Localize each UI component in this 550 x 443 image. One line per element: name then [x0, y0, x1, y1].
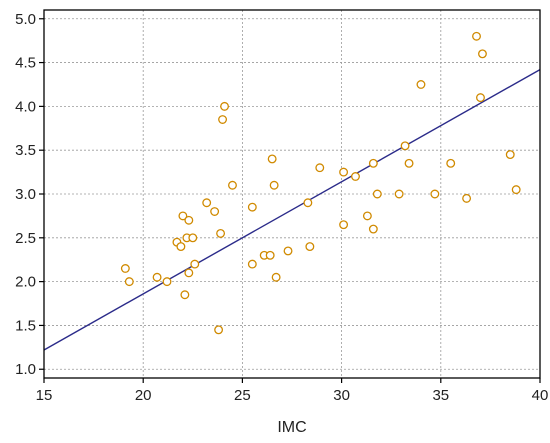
x-tick-label-1: 20 [135, 387, 152, 404]
data-point-2 [152, 272, 162, 282]
data-point-14 [210, 207, 220, 216]
data-point-16 [216, 228, 226, 238]
x-axis-title: IMC [277, 419, 306, 436]
y-tick-label-3: 2.5 [15, 230, 36, 247]
x-tick-label-5: 40 [532, 387, 549, 404]
data-point-24 [267, 154, 277, 164]
data-point-26 [271, 272, 281, 282]
y-tick-label-1: 1.5 [15, 317, 36, 334]
data-point-34 [362, 211, 372, 221]
data-point-33 [351, 172, 360, 181]
data-point-38 [394, 189, 404, 199]
data-point-37 [372, 189, 382, 199]
data-point-18 [220, 101, 229, 111]
data-point-31 [339, 167, 349, 177]
data-point-23 [265, 250, 275, 260]
data-point-3 [162, 277, 172, 287]
data-point-6 [178, 211, 188, 221]
data-point-30 [315, 163, 325, 173]
data-point-46 [476, 93, 485, 103]
data-point-1 [124, 277, 134, 287]
data-point-45 [472, 31, 481, 41]
y-tick-label-8: 5.0 [15, 11, 36, 28]
x-tick-label-3: 30 [333, 387, 350, 404]
y-tick-label-2: 2.0 [15, 274, 36, 291]
data-point-9 [184, 215, 194, 225]
data-point-10 [184, 268, 194, 278]
y-tick-label-4: 3.0 [15, 186, 36, 203]
data-point-11 [188, 233, 198, 243]
data-point-27 [283, 246, 293, 256]
data-point-0 [120, 264, 130, 273]
data-point-29 [305, 242, 315, 252]
regression-line [43, 68, 541, 351]
data-point-17 [218, 115, 228, 124]
data-point-49 [511, 185, 521, 195]
y-tick-label-0: 1.0 [15, 361, 36, 378]
y-tick-label-7: 4.5 [15, 55, 36, 72]
data-point-41 [416, 80, 426, 89]
data-point-25 [269, 180, 279, 190]
data-point-15 [214, 325, 224, 335]
data-point-36 [368, 224, 378, 234]
data-point-28 [303, 198, 313, 208]
y-tick-label-5: 3.5 [15, 142, 36, 159]
data-point-42 [430, 189, 440, 199]
data-point-32 [339, 220, 349, 230]
x-tick-label-4: 35 [432, 387, 449, 404]
data-point-7 [180, 290, 190, 300]
data-point-44 [462, 193, 472, 203]
data-points [120, 31, 521, 335]
data-point-5 [176, 242, 186, 252]
data-point-19 [228, 180, 237, 190]
data-point-12 [190, 259, 200, 269]
data-point-21 [247, 202, 257, 212]
data-point-20 [247, 259, 257, 269]
data-point-40 [404, 158, 414, 168]
data-point-13 [202, 198, 212, 208]
data-point-43 [446, 158, 456, 168]
data-point-39 [400, 141, 410, 151]
data-point-35 [368, 158, 378, 168]
y-tick-label-6: 4.0 [15, 98, 36, 115]
x-tick-label-2: 25 [234, 387, 251, 404]
x-tick-label-0: 15 [36, 387, 53, 404]
data-point-47 [478, 49, 487, 59]
grid-lines [44, 10, 540, 378]
y-axis-ticks: 1.0 1.5 2.0 2.5 3.0 3.5 4.0 4.5 5.0 [15, 11, 44, 378]
x-axis-ticks: 15 20 25 30 35 40 [36, 378, 549, 404]
data-point-48 [505, 150, 515, 160]
